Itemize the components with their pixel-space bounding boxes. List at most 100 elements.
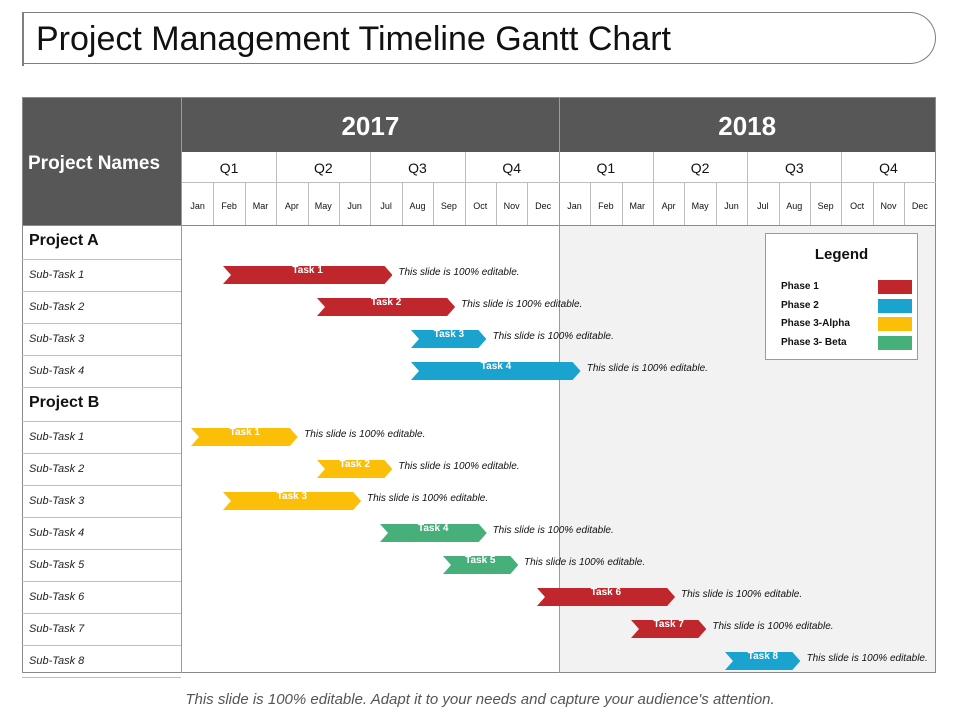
title-banner: Project Management Timeline Gantt Chart [22, 12, 936, 66]
quarter-label: Q4 [879, 160, 898, 176]
task-bar-label: Task 3 [276, 491, 308, 502]
month-divider [244, 182, 246, 225]
task-bar-shape [536, 588, 675, 606]
month-divider [904, 182, 906, 225]
quarter-divider [747, 152, 749, 182]
task-bar: Task 1 [191, 427, 299, 446]
year-header-row [182, 98, 935, 152]
task-note: This slide is 100% editable. [680, 589, 803, 600]
subtask-label: Sub-Task 1 [29, 431, 85, 443]
month-label: Mar [252, 201, 269, 211]
month-label: Apr [661, 201, 676, 211]
month-divider [621, 182, 623, 225]
task-bar-shape [725, 652, 801, 670]
month-label: Dec [535, 201, 552, 211]
legend-swatch [878, 280, 912, 294]
task-bar-label: Task 4 [417, 523, 449, 534]
task-bar: Task 4 [411, 361, 581, 380]
row-divider [22, 421, 181, 422]
task-note: This slide is 100% editable. [461, 299, 583, 310]
task-bar: Task 3 [411, 329, 487, 348]
month-divider [339, 182, 340, 225]
task-bar: Task 2 [317, 297, 456, 316]
subtask-label: Sub-Task 3 [29, 495, 85, 507]
month-label: Apr [284, 201, 299, 211]
footer-note: This slide is 100% editable. Adapt it to… [185, 691, 775, 708]
task-note: This slide is 100% editable. [304, 429, 426, 440]
subtask-label: Sub-Task 2 [29, 463, 85, 475]
month-label: Mar [629, 201, 646, 211]
quarter-row-divider [182, 182, 936, 183]
task-bar: Task 7 [631, 619, 707, 638]
task-bar: Task 1 [222, 265, 393, 284]
month-divider [213, 182, 215, 225]
task-bar-shape [222, 266, 393, 284]
task-bar: Task 2 [317, 459, 393, 478]
year-divider [558, 97, 560, 673]
month-divider [590, 182, 592, 225]
task-bar-label: Task 4 [480, 361, 512, 372]
month-label: Aug [409, 201, 426, 211]
task-note: This slide is 100% editable. [366, 493, 489, 504]
month-divider [401, 182, 403, 225]
quarter-label: Q3 [408, 160, 427, 176]
legend-swatch [878, 317, 912, 331]
task-bar-label: Task 1 [229, 427, 260, 438]
task-bar-label: Task 5 [465, 555, 496, 566]
task-bar-shape [222, 492, 361, 510]
row-divider [22, 677, 181, 678]
month-label: Sep [817, 201, 834, 211]
subtask-label: Sub-Task 1 [29, 269, 85, 281]
task-bar-label: Task 1 [292, 265, 323, 276]
subtask-label: Sub-Task 8 [29, 655, 85, 667]
month-label: Nov [880, 201, 897, 211]
row-header-cell [23, 98, 181, 225]
legend-item-label: Phase 3- Beta [781, 336, 847, 348]
subtask-label: Sub-Task 7 [29, 623, 85, 635]
subtask-label: Sub-Task 4 [29, 527, 85, 539]
row-divider [22, 387, 181, 388]
task-note: This slide is 100% editable. [398, 461, 520, 472]
quarter-label: Q2 [690, 160, 710, 176]
month-divider [433, 182, 435, 225]
quarter-divider [841, 152, 843, 182]
month-label: Sep [440, 201, 457, 211]
legend: Legend Phase 1 Phase 2 Phase 3-Alpha Phase 3… [765, 233, 918, 360]
subtask-label: Sub-Task 4 [29, 365, 85, 377]
month-divider [496, 182, 497, 225]
task-note: This slide is 100% editable. [586, 363, 708, 374]
month-divider [778, 182, 780, 225]
subtask-label: Sub-Task 3 [29, 333, 85, 345]
month-label: Feb [221, 201, 237, 211]
row-divider [22, 355, 181, 356]
task-bar: Task 3 [222, 491, 361, 510]
month-divider [276, 182, 278, 225]
year-label: 2017 [341, 111, 400, 141]
task-bar-shape [317, 460, 393, 478]
task-bar-label: Task 2 [370, 297, 402, 308]
month-divider [527, 182, 529, 225]
legend-swatch [878, 335, 912, 350]
row-divider [22, 259, 181, 260]
quarter-divider [276, 152, 278, 182]
task-note: This slide is 100% editable. [712, 621, 834, 632]
month-divider [370, 182, 372, 225]
legend-item-label: Phase 3-Alpha [781, 318, 850, 329]
task-bar-label: Task 7 [653, 619, 684, 630]
month-divider [307, 182, 309, 225]
row-divider [22, 453, 181, 454]
quarter-label: Q1 [596, 160, 616, 176]
month-divider [653, 182, 654, 225]
legend-item-label: Phase 1 [781, 281, 819, 292]
legend-item-label: Phase 2 [781, 299, 819, 311]
row-divider [22, 323, 181, 324]
subtask-label: Sub-Task 5 [29, 559, 85, 571]
task-bar: Task 8 [725, 651, 801, 670]
names-column-divider [181, 97, 182, 673]
task-bar-shape [631, 620, 707, 638]
month-label: Jun [347, 201, 362, 211]
month-divider [464, 182, 466, 225]
task-bar-label: Task 8 [747, 651, 779, 662]
month-divider [715, 182, 717, 225]
month-label: Oct [850, 201, 865, 211]
